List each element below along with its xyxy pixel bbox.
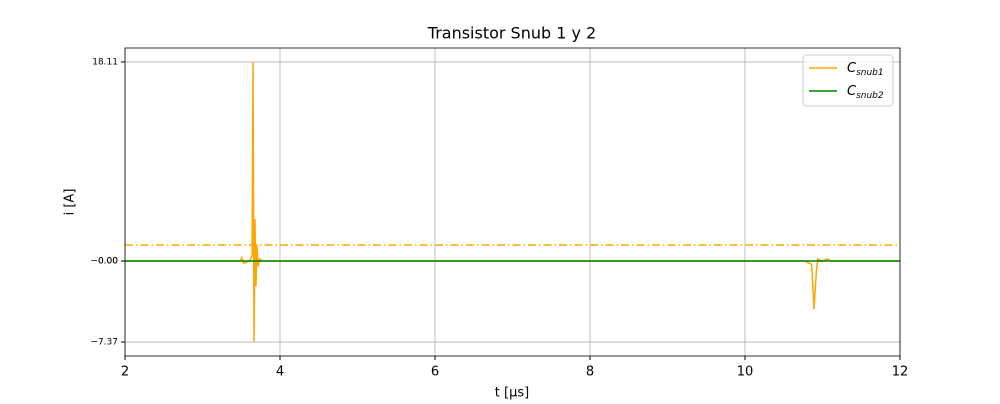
legend-label: Csnub1 bbox=[847, 61, 884, 78]
y-tick-label: 0.00 bbox=[98, 257, 118, 267]
x-axis-label: t [μs] bbox=[495, 386, 529, 401]
x-tick-label: 12 bbox=[892, 365, 909, 380]
chart-title: Transistor Snub 1 y 2 bbox=[427, 24, 596, 43]
y-tick-label: −7.37 bbox=[90, 338, 118, 348]
legend-label: Csnub2 bbox=[847, 84, 884, 101]
y-axis-label: i [A] bbox=[63, 189, 78, 216]
x-tick-label: 10 bbox=[737, 365, 754, 380]
legend-label-base: C bbox=[847, 84, 857, 99]
x-tick-label: 4 bbox=[276, 365, 284, 380]
legend-label-sub: snub2 bbox=[856, 91, 884, 101]
legend-label-sub: snub1 bbox=[856, 68, 884, 78]
x-tick-label: 6 bbox=[431, 365, 439, 380]
legend-label-base: C bbox=[847, 61, 857, 76]
x-tick-label: 2 bbox=[121, 365, 129, 380]
y-tick-label: −0.00 bbox=[90, 257, 118, 267]
x-tick-label: 8 bbox=[586, 365, 594, 380]
plot-frame bbox=[124, 47, 901, 357]
y-tick-label: 18.11 bbox=[92, 57, 118, 67]
